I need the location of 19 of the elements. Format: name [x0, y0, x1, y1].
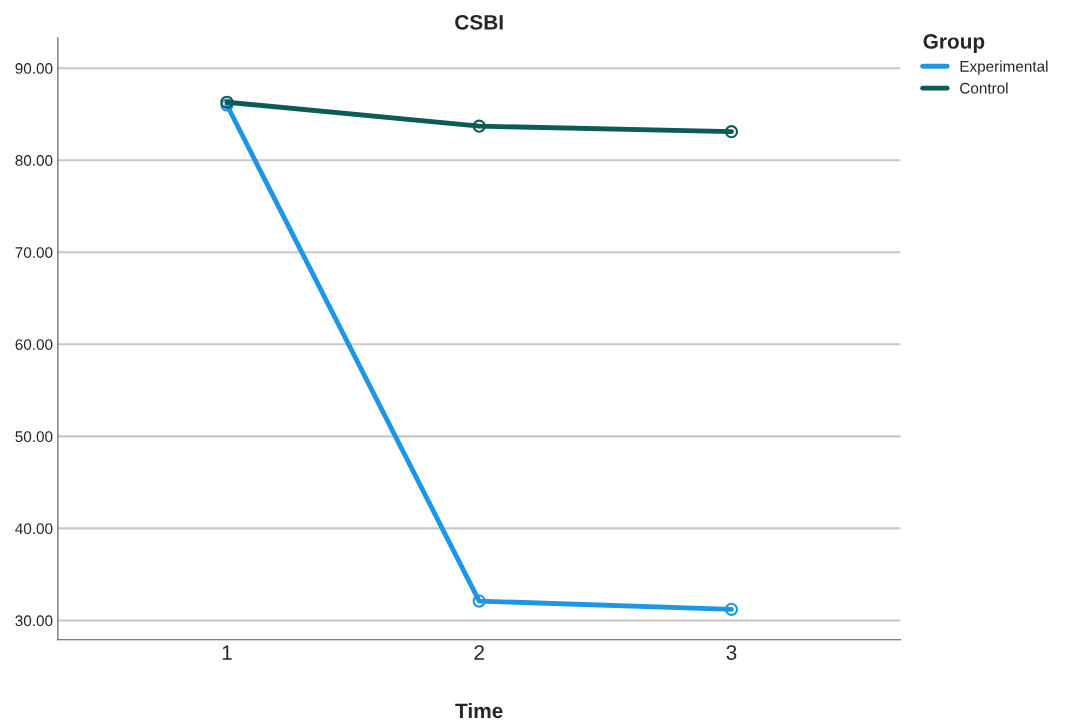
- legend-title: Group: [923, 34, 985, 53]
- x-tick-label: 3: [726, 645, 737, 660]
- point: [472, 594, 486, 608]
- x-axis-title: Time: [455, 702, 503, 719]
- y-tick-label: 40.00: [15, 523, 53, 535]
- point: [724, 125, 739, 139]
- y-tick-label: 80.00: [15, 155, 53, 166]
- y-tick-label: 30.00: [15, 615, 53, 627]
- chart-title: CSBI: [455, 14, 503, 30]
- point: [724, 602, 739, 616]
- x-tick-label: 1: [222, 645, 232, 660]
- y-tick-label: 90.00: [15, 63, 53, 74]
- y-tick-label: 60.00: [15, 339, 53, 350]
- legend-label: Experimental: [960, 60, 1048, 75]
- point: [472, 119, 486, 133]
- y-tick-label: 50.00: [15, 431, 53, 443]
- legend-label: Control: [960, 82, 1008, 94]
- x-tick-label: 2: [474, 645, 484, 660]
- y-tick-label: 70.00: [15, 247, 53, 258]
